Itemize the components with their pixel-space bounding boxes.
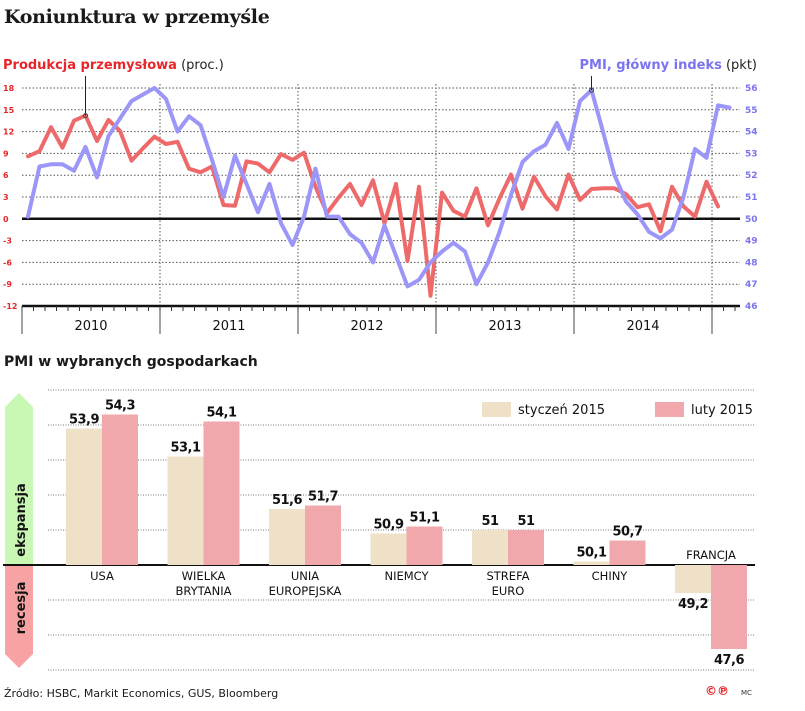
category-label: STREFA [486,569,529,583]
leader-marker [83,113,88,119]
page-title: Koniunktura w przemyśle [4,6,270,28]
leader-marker [589,87,594,93]
year-label: 2010 [74,319,107,334]
recession-label: recesja [14,582,29,635]
bar-value-label: 54,3 [105,399,136,414]
bar [472,530,508,565]
bar [675,565,711,593]
bar-value-label: 50,1 [576,546,607,561]
left-tick-label: 3 [3,193,9,202]
bar-chart-title: PMI w wybranych gospodarkach [4,354,258,370]
bar-value-label: 53,9 [69,413,100,428]
right-tick-label: 54 [745,128,758,138]
bar-value-label: 51,6 [272,493,303,508]
left-axis-unit: (proc.) [181,58,224,73]
bar [305,505,341,565]
right-tick-label: 53 [745,149,758,159]
right-tick-label: 56 [745,84,758,94]
right-tick-label: 50 [745,215,758,225]
left-tick-label: -9 [3,280,12,289]
recession-arrow [5,565,33,668]
category-label: BRYTANIA [175,584,231,598]
line-chart: 18 15 12 9 6 3 0 -3 -6 -9 -12 56 55 54 53 52 51 50 49 48 47 4… [3,76,758,334]
bar [167,456,204,565]
left-tick-label: -3 [3,237,12,246]
category-label: EURO [492,584,525,598]
right-tick-label: 55 [745,106,758,116]
source-note: Źródło: HSBC, Markit Economics, GUS, Blo… [4,687,279,700]
pmi-line [26,86,732,289]
bar [609,540,646,565]
year-label: 2014 [626,319,659,334]
right-axis-unit: (pkt) [725,58,757,73]
category-label: NIEMCY [384,569,429,583]
left-axis-legend: Produkcja przemysłowa (proc.) [3,58,224,73]
bar [370,533,407,565]
right-tick-label: 48 [745,258,758,268]
legend-label-jan: styczeń 2015 [518,403,605,418]
author-initials: MC [741,689,752,697]
bar [508,530,544,565]
right-axis-legend: PMI, główny indeks (pkt) [580,58,757,73]
expansion-label: ekspansja [14,483,29,557]
left-tick-label: 9 [3,149,9,158]
copyright-icon: ©℗ [705,684,729,698]
bar-value-label: 50,7 [612,525,643,540]
right-tick-label: 51 [745,193,758,203]
left-tick-label: -12 [3,302,17,311]
year-label: 2011 [212,319,245,334]
right-axis-title: PMI, główny indeks [579,58,722,73]
expansion-arrow [5,393,33,565]
bar [203,421,240,565]
bar-value-label: 53,1 [170,441,201,456]
left-tick-label: 12 [3,128,14,137]
bar-value-label: 51 [481,514,499,529]
legend-swatch-feb [655,402,684,417]
year-label: 2013 [488,319,521,334]
bar-value-label: 47,6 [714,653,745,668]
left-tick-label: 18 [3,84,15,93]
bar-value-label: 51,7 [308,490,339,505]
bar-value-label: 54,1 [206,406,237,421]
bar [573,561,610,565]
category-label: USA [90,569,114,583]
bar [406,526,443,565]
category-label: WIELKA [182,569,226,583]
category-label: EUROPEJSKA [269,584,342,598]
category-label: CHINY [592,569,629,583]
bar [711,565,747,649]
left-tick-label: 6 [3,171,9,180]
bar [102,414,138,565]
industrial-production-line [26,113,720,298]
legend-swatch-jan [482,402,511,417]
left-tick-label: 15 [3,106,15,115]
bar-value-label: 51,1 [409,511,440,526]
left-axis-title: Produkcja przemysłowa [3,58,177,73]
category-label: UNIA [291,569,319,583]
bar [269,509,305,565]
legend-label-feb: luty 2015 [691,403,753,418]
right-tick-label: 49 [745,237,758,247]
right-tick-label: 52 [745,171,758,181]
year-label: 2012 [350,319,383,334]
left-tick-label: -6 [3,258,12,267]
left-tick-label: 0 [3,215,9,224]
bar-value-label: 49,2 [678,597,708,612]
bar-value-label: 50,9 [373,518,404,533]
bar [66,428,102,565]
right-tick-label: 47 [745,280,758,290]
category-label: FRANCJA [686,548,736,562]
bar-value-label: 51 [517,514,535,529]
right-tick-label: 46 [745,302,758,312]
